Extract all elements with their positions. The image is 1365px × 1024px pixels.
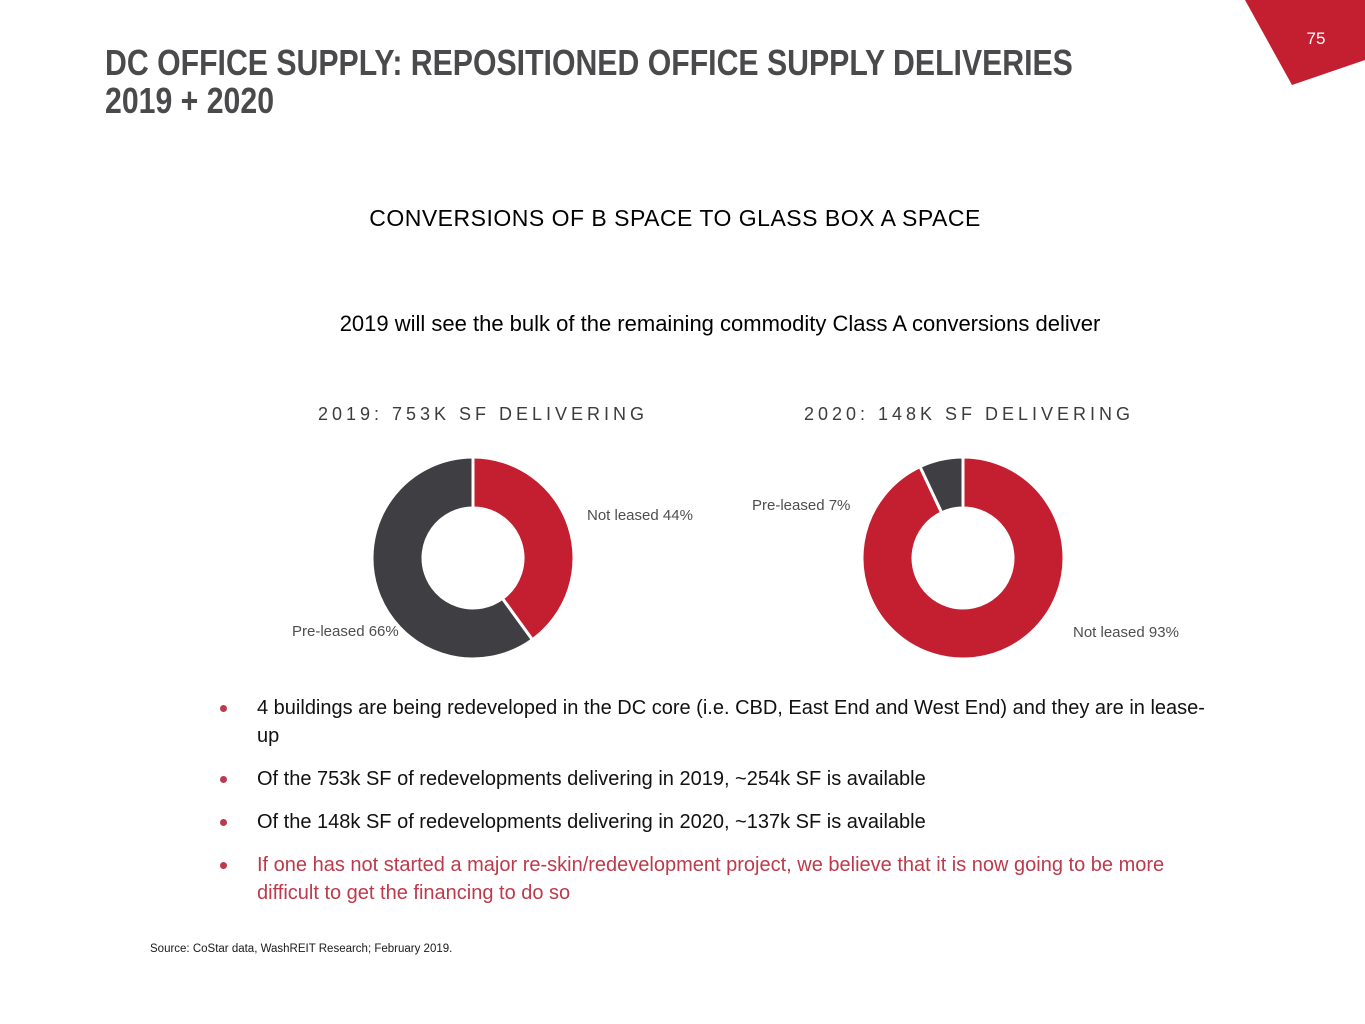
chart-title-2020: 2020: 148K SF DELIVERING	[803, 404, 1135, 424]
label-2019-not-leased: Not leased 44%	[587, 507, 693, 524]
bullet-dot-icon	[220, 862, 227, 869]
bullet-item: Of the 148k SF of redevelopments deliver…	[218, 808, 1216, 836]
corner-flag-shape	[1245, 0, 1365, 85]
label-2019-pre-leased: Pre-leased 66%	[292, 623, 399, 640]
bullet-dot-icon	[220, 705, 227, 712]
donut-segment-pre-leased	[370, 455, 535, 661]
bullet-item: 4 buildings are being redeveloped in the…	[218, 694, 1216, 750]
bullet-item: Of the 753k SF of redevelopments deliver…	[218, 765, 1216, 793]
corner-flag	[1245, 0, 1365, 85]
label-2020-not-leased: Not leased 93%	[1073, 624, 1179, 641]
bullet-dot-icon	[220, 819, 227, 826]
page-number: 75	[1306, 29, 1326, 48]
section-subtitle: CONVERSIONS OF B SPACE TO GLASS BOX A SP…	[369, 205, 981, 231]
bullet-item-emphasis: If one has not started a major re-skin/r…	[218, 851, 1216, 907]
bullet-dot-icon	[220, 776, 227, 783]
bullet-list: 4 buildings are being redeveloped in the…	[218, 694, 1218, 922]
bullet-text: 4 buildings are being redeveloped in the…	[257, 697, 1205, 747]
slide-title: DC OFFICE SUPPLY: REPOSITIONED OFFICE SU…	[105, 44, 1073, 120]
donut-segment-not-leased	[860, 455, 1066, 661]
bullet-text: Of the 148k SF of redevelopments deliver…	[257, 811, 926, 833]
donut-chart-2019	[370, 455, 576, 661]
chart-title-2019: 2019: 753K SF DELIVERING	[317, 404, 649, 424]
source-note: Source: CoStar data, WashREIT Research; …	[150, 943, 453, 955]
label-2020-pre-leased: Pre-leased 7%	[752, 497, 851, 514]
lead-text: 2019 will see the bulk of the remaining …	[339, 311, 1101, 336]
donut-segment-pre-leased	[918, 455, 965, 515]
slide-title-line2: 2019 + 2020	[105, 80, 275, 121]
bullet-text: If one has not started a major re-skin/r…	[257, 854, 1165, 904]
bullet-text: Of the 753k SF of redevelopments deliver…	[257, 768, 926, 790]
donut-chart-2020	[860, 455, 1066, 661]
slide-title-line1: DC OFFICE SUPPLY: REPOSITIONED OFFICE SU…	[105, 42, 1073, 83]
donut-segment-not-leased	[471, 455, 576, 642]
